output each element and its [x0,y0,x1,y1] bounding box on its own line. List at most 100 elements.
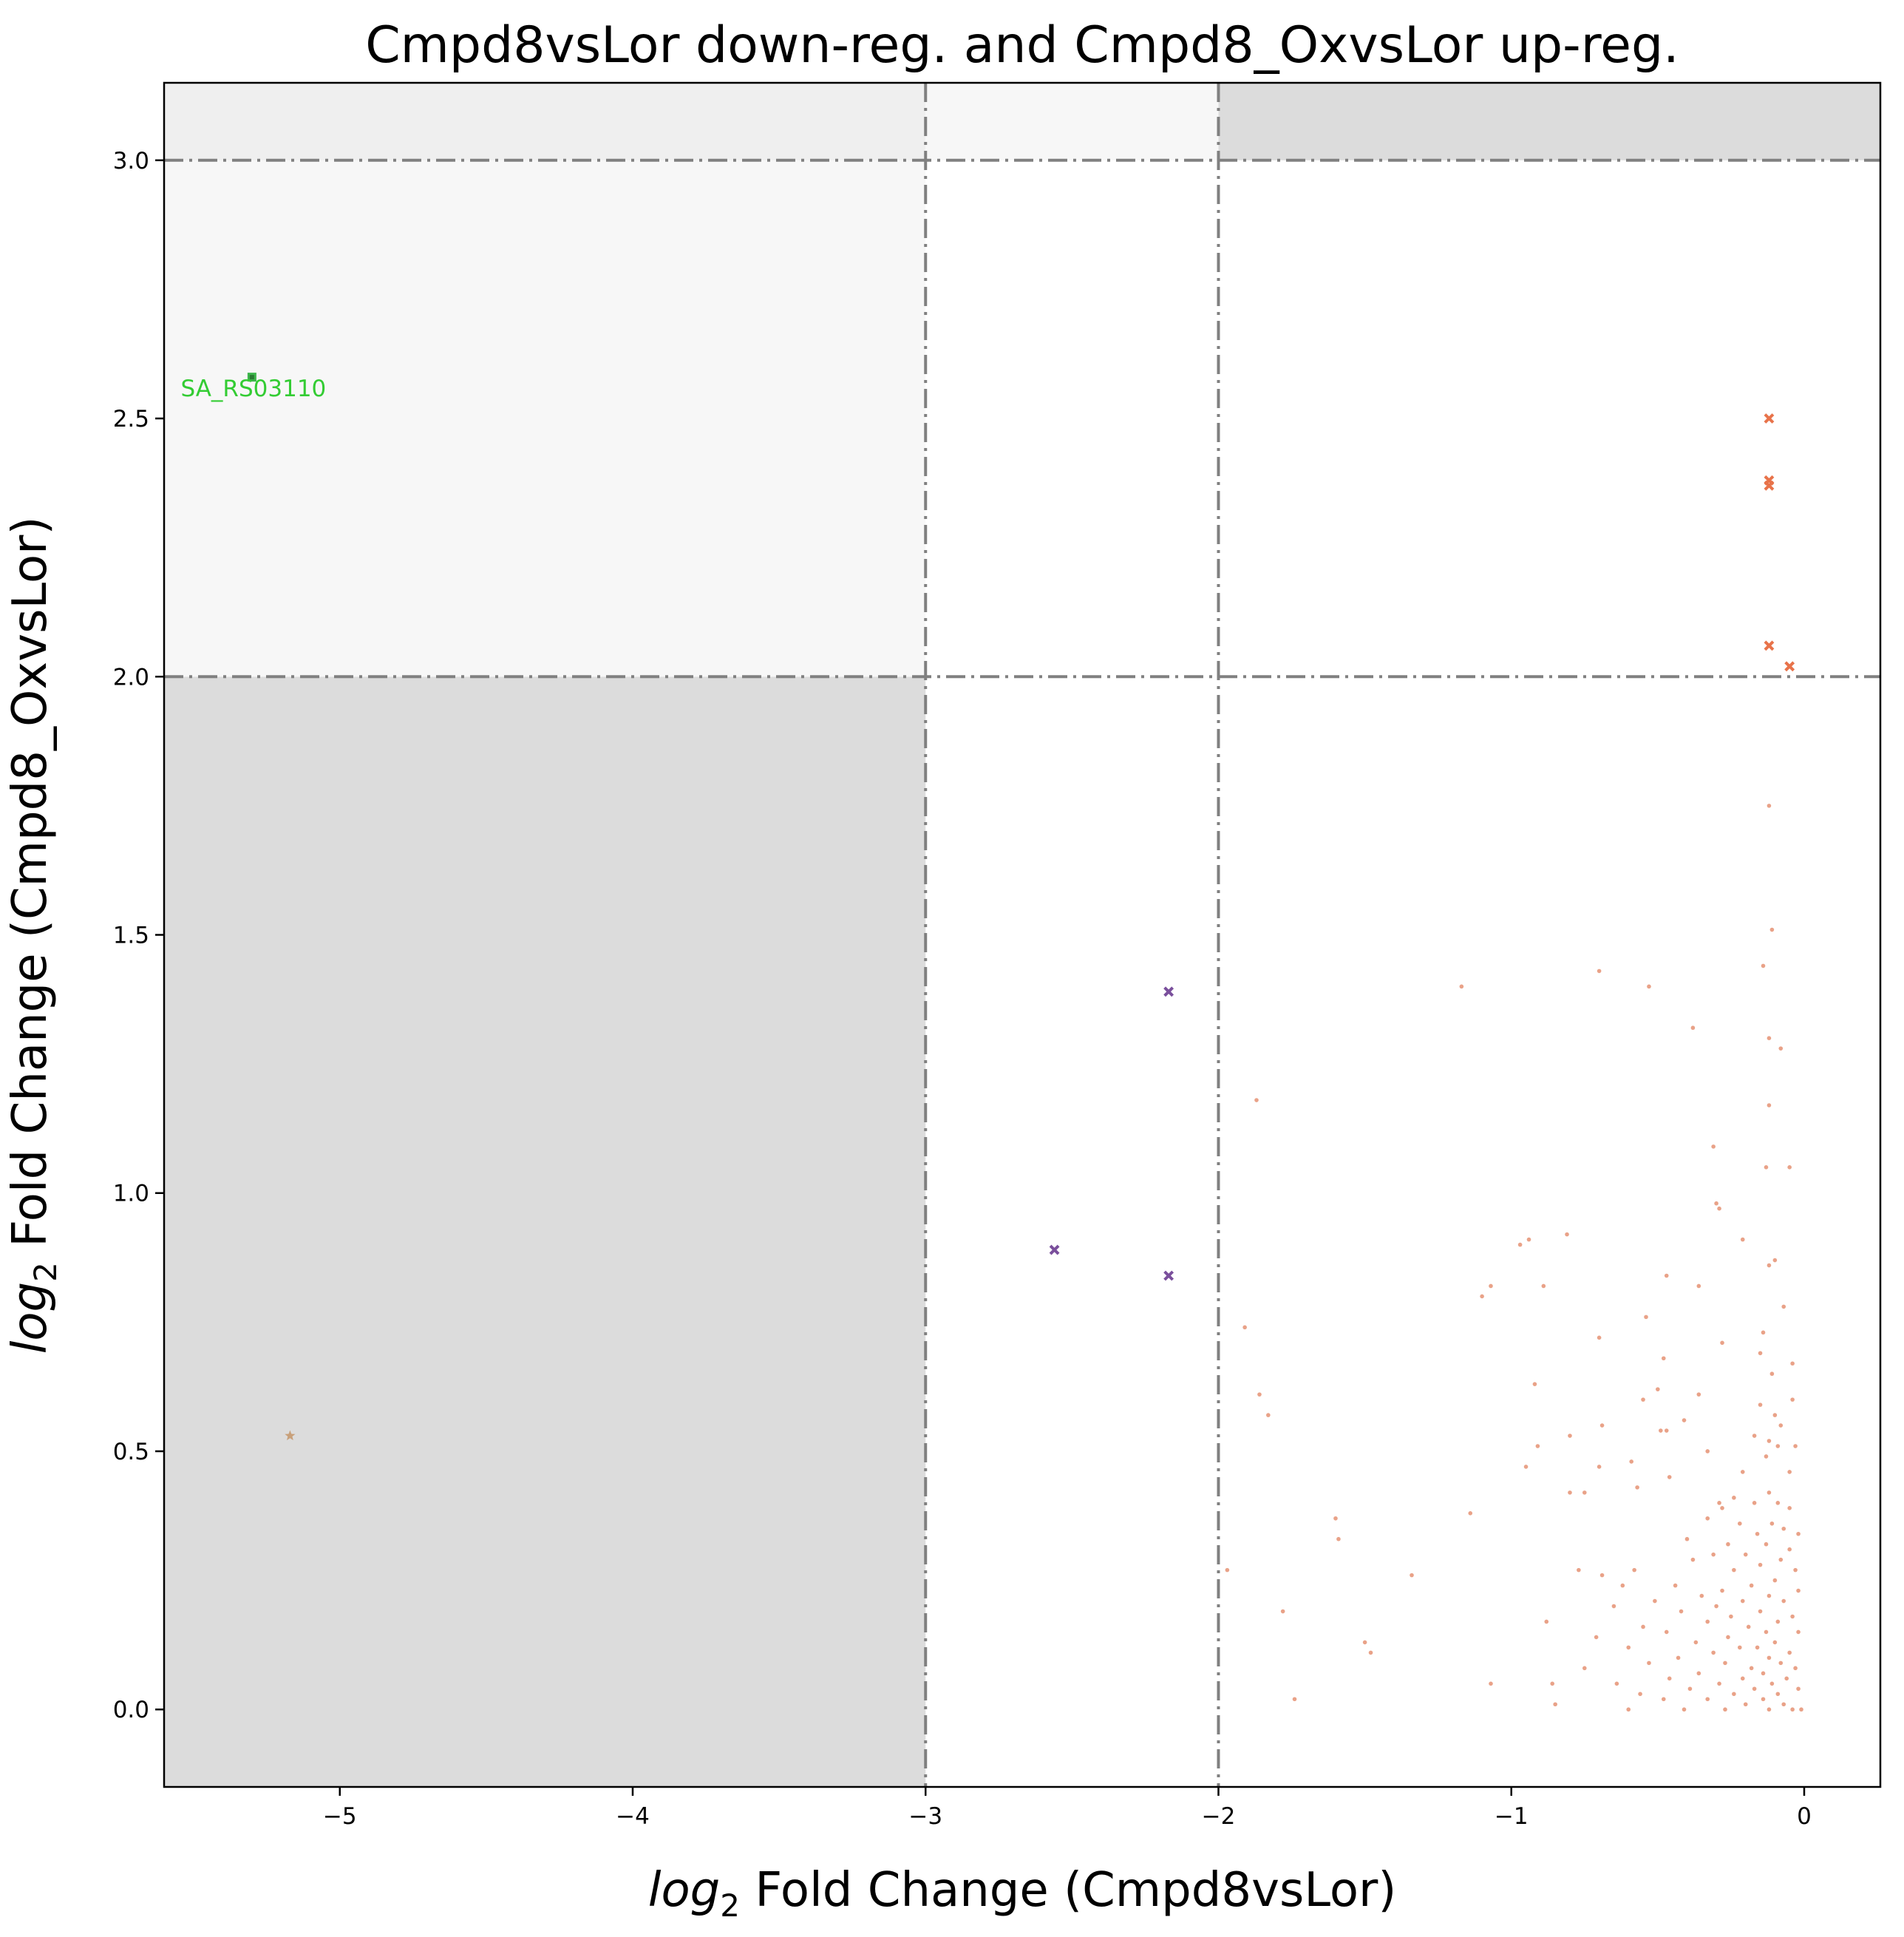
threshold-lines [164,83,1880,1787]
data-point [1656,1387,1660,1391]
data-point [1767,1593,1772,1598]
x-axis-label: log2 Fold Change (Cmpd8vsLor) [648,1863,1397,1924]
y-tick-label: 3.0 [113,148,149,174]
data-point [1787,1506,1792,1510]
y-tick-label: 2.0 [113,664,149,691]
data-point-x-marker [1049,1244,1060,1255]
data-point [1767,804,1772,808]
data-point [1787,1650,1792,1655]
data-point [1362,1640,1367,1645]
data-point [1778,1660,1784,1666]
data-point [1647,984,1651,989]
data-point [1764,1454,1769,1459]
data-point [1758,1562,1763,1567]
data-point-x-marker [1764,480,1775,491]
data-point [1758,1351,1763,1356]
data-point [1705,1516,1710,1521]
data-point [1661,1356,1666,1361]
data-point [1767,1036,1772,1040]
data-point [1535,1444,1540,1448]
data-point [1769,1371,1775,1377]
data-point [1711,1650,1716,1655]
data-point [1717,1681,1721,1686]
data-point [1679,1609,1684,1614]
data-point [1732,1567,1736,1573]
data-point [1767,1263,1772,1268]
y-tick-label: 2.5 [113,406,149,432]
data-point [1614,1681,1619,1686]
data-point [1599,1423,1605,1428]
x-tick-label: −5 [323,1803,357,1830]
shaded-region [1218,83,1880,160]
data-point [1772,1413,1778,1417]
data-point [1597,968,1602,974]
data-point [1790,1707,1795,1712]
data-point [1761,963,1766,968]
data-point [1764,1541,1769,1547]
data-point [1740,1676,1745,1681]
data-point [1690,1025,1696,1031]
data-point [1705,1697,1710,1702]
data-point [1705,1449,1710,1453]
data-point [1577,1567,1581,1573]
data-point [1620,1583,1625,1588]
data-point [1767,1490,1772,1495]
data-point [1684,1536,1690,1541]
data-point [1705,1619,1710,1624]
data-point [1673,1583,1678,1588]
data-point [1749,1583,1754,1588]
data-point [1468,1511,1473,1516]
data-point [1653,1598,1657,1604]
data-point [1664,1428,1669,1433]
shaded-region [164,676,926,1787]
data-point [1664,1629,1669,1635]
data-point [1767,1439,1772,1443]
shaded-regions [164,83,1880,1787]
data-point [1767,1103,1772,1107]
data-point [1682,1418,1687,1422]
data-point [1690,1557,1696,1562]
data-point [1772,1640,1778,1645]
data-point [1676,1655,1681,1660]
data-point [1632,1567,1636,1573]
data-point [1544,1619,1549,1624]
data-point [1778,1046,1784,1051]
x-tick-label: −3 [908,1803,942,1830]
data-point [1693,1640,1699,1645]
y-axis-label: log2 Fold Change (Cmpd8_OxvsLor) [3,517,64,1354]
data-point [1594,1635,1599,1640]
data-points [247,373,1803,1712]
data-point [1667,1475,1672,1479]
data-point [1257,1392,1262,1397]
data-point [1781,1702,1786,1707]
x-tick-label: −4 [616,1803,650,1830]
data-point [1796,1629,1801,1635]
data-point [1778,1423,1784,1428]
data-point [1752,1434,1757,1438]
data-point [1647,1660,1651,1666]
y-tick-label: 0.5 [113,1439,149,1465]
data-point [1526,1237,1531,1242]
data-point [1775,1619,1781,1624]
shaded-region [164,160,926,677]
data-point [1714,1201,1718,1206]
data-point [1611,1604,1616,1609]
data-point [1740,1237,1745,1242]
data-point [1517,1242,1523,1247]
data-point [1629,1459,1633,1464]
data-point [1489,1681,1493,1686]
data-point-x-marker [1764,413,1775,424]
data-point [1793,1567,1798,1573]
data-point [1790,1614,1795,1619]
data-point [1746,1624,1751,1629]
data-point [1743,1702,1748,1707]
data-point [1242,1325,1247,1330]
data-point [1787,1470,1792,1474]
data-point [1743,1552,1748,1557]
data-point [1568,1434,1572,1438]
data-point [1726,1635,1730,1640]
data-point [1767,1707,1772,1712]
data-point-x-marker [1784,661,1795,672]
data-point [1764,1629,1769,1635]
chart-title: Cmpd8vsLor down-reg. and Cmpd8_OxvsLor u… [365,16,1679,75]
